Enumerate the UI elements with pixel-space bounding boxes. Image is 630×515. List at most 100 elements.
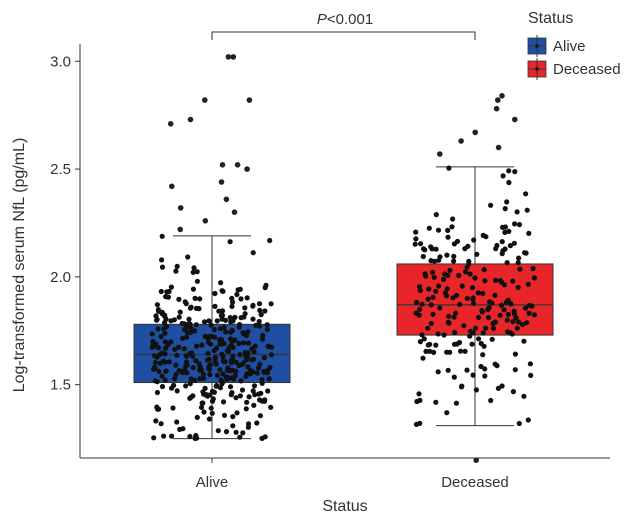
outlier-point-alive <box>202 218 209 224</box>
data-point-alive <box>191 265 197 271</box>
data-point-deceased <box>417 339 423 345</box>
data-point-deceased <box>480 290 486 297</box>
data-point-alive <box>152 378 158 384</box>
data-point-alive <box>253 322 259 328</box>
data-point-alive <box>190 286 196 292</box>
data-point-deceased <box>458 384 465 390</box>
data-point-deceased <box>531 275 538 281</box>
data-point-alive <box>182 299 188 305</box>
data-point-deceased <box>444 410 450 416</box>
outlier-point-alive <box>177 205 184 211</box>
p-prefix: P <box>317 11 327 28</box>
data-point-alive <box>243 406 249 412</box>
data-point-alive <box>233 429 239 435</box>
data-point-deceased <box>444 349 450 355</box>
data-point-alive <box>222 359 228 365</box>
outlier-point-alive <box>244 166 250 172</box>
y-tick-label: 2.5 <box>50 161 71 178</box>
data-point-alive <box>250 356 256 362</box>
data-point-alive <box>261 355 267 361</box>
data-point-deceased <box>489 300 495 306</box>
legend-title: Status <box>528 10 573 27</box>
data-point-deceased <box>412 241 418 247</box>
data-point-alive <box>262 308 268 314</box>
data-point-deceased <box>516 222 523 228</box>
data-point-deceased <box>467 271 473 277</box>
outlier-point-alive <box>223 196 230 203</box>
data-point-alive <box>267 237 273 244</box>
data-point-alive <box>217 367 223 373</box>
data-point-alive <box>231 376 237 382</box>
data-point-alive <box>179 320 185 327</box>
data-point-alive <box>198 404 205 410</box>
data-point-alive <box>171 382 177 388</box>
data-point-alive <box>185 254 191 260</box>
data-point-deceased <box>476 314 482 321</box>
data-point-deceased <box>520 321 526 328</box>
data-point-deceased <box>413 236 419 242</box>
data-point-deceased <box>436 283 442 289</box>
data-point-alive <box>233 395 239 401</box>
data-point-alive <box>159 264 166 270</box>
data-point-deceased <box>454 292 460 298</box>
data-point-alive <box>244 295 250 301</box>
data-point-alive <box>159 373 165 379</box>
significance-bracket: P<0.001 <box>211 11 476 40</box>
data-point-deceased <box>502 206 508 212</box>
data-point-deceased <box>459 283 465 289</box>
data-point-deceased <box>467 328 474 334</box>
data-point-alive <box>251 402 257 408</box>
data-point-alive <box>265 343 271 349</box>
data-point-alive <box>163 294 169 300</box>
data-point-deceased <box>433 212 439 218</box>
data-point-alive <box>187 433 193 440</box>
data-point-deceased <box>515 284 521 291</box>
data-point-deceased <box>521 393 527 399</box>
data-point-alive <box>197 296 203 302</box>
legend-swatch-alive-dot <box>535 44 539 48</box>
data-point-alive <box>197 367 203 373</box>
data-point-alive <box>155 326 161 332</box>
data-point-deceased <box>482 373 488 379</box>
data-point-deceased <box>516 420 522 427</box>
data-point-alive <box>208 341 214 347</box>
data-point-alive <box>221 341 227 347</box>
data-point-alive <box>227 239 233 245</box>
data-point-alive <box>238 378 244 384</box>
data-point-alive <box>227 384 234 390</box>
data-point-deceased <box>494 242 500 249</box>
data-point-alive <box>265 388 271 394</box>
data-point-deceased <box>524 207 530 213</box>
data-point-alive <box>256 301 263 307</box>
data-point-deceased <box>471 237 477 243</box>
data-point-alive <box>249 346 255 352</box>
data-point-deceased <box>418 241 424 247</box>
data-point-alive <box>187 321 193 327</box>
data-point-alive <box>155 345 162 351</box>
data-point-alive <box>210 396 216 402</box>
data-point-alive <box>156 308 162 314</box>
data-point-deceased <box>467 333 473 339</box>
data-point-alive <box>173 362 179 368</box>
data-point-alive <box>264 322 270 328</box>
data-point-alive <box>268 301 274 307</box>
data-point-alive <box>242 349 248 356</box>
data-point-alive <box>201 409 207 415</box>
y-tick-label: 3.0 <box>50 53 71 70</box>
data-point-alive <box>194 343 200 349</box>
outlier-point-deceased <box>472 129 479 136</box>
outlier-point-deceased <box>495 144 502 151</box>
data-point-deceased <box>495 385 501 391</box>
data-point-deceased <box>507 243 513 249</box>
data-point-deceased <box>433 246 439 252</box>
data-point-deceased <box>500 173 506 179</box>
data-point-alive <box>205 393 211 399</box>
data-point-alive <box>152 359 159 366</box>
data-point-deceased <box>426 286 432 292</box>
data-point-deceased <box>511 308 517 314</box>
data-point-alive <box>247 371 253 377</box>
data-point-alive <box>163 316 169 322</box>
data-point-deceased <box>483 325 489 331</box>
outlier-point-deceased <box>437 151 443 157</box>
data-point-alive <box>257 323 263 329</box>
